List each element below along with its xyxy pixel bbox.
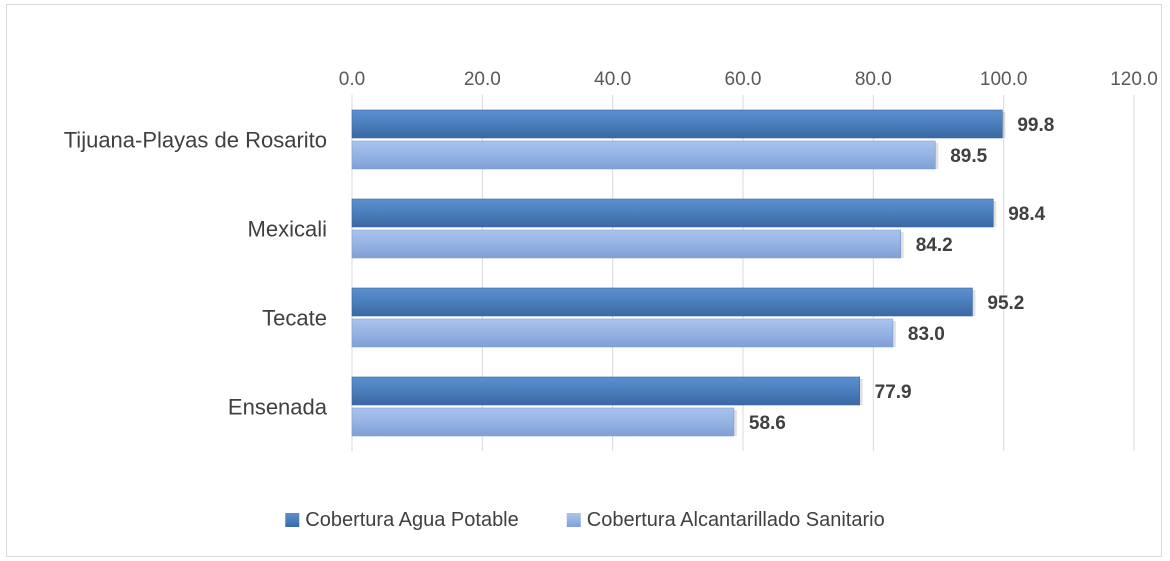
- x-tick-label: 120.0: [1110, 69, 1158, 90]
- data-label: 83.0: [908, 324, 945, 345]
- bar: [351, 229, 902, 259]
- bars: [351, 109, 1006, 437]
- legend: Cobertura Agua Potable Cobertura Alcantar…: [285, 509, 885, 531]
- chart-frame: 0.0 20.0 40.0 60.0 80.0 100.0 120.0 Tijuana-Pl…: [6, 4, 1162, 557]
- data-label: 84.2: [916, 235, 953, 256]
- bar: [351, 287, 973, 317]
- data-labels: 99.8 89.5 98.4 84.2 95.2 83.0 77.9 58.6: [749, 115, 1054, 434]
- x-axis-ticks: 0.0 20.0 40.0 60.0 80.0 100.0 120.0: [339, 69, 1158, 90]
- x-tick-label: 80.0: [855, 69, 892, 90]
- legend-entry: Cobertura Alcantarillado Sanitario: [587, 509, 885, 531]
- bar-shadow: [972, 290, 976, 316]
- chart-svg: 0.0 20.0 40.0 60.0 80.0 100.0 120.0 Tijuana-Pl…: [64, 69, 1158, 531]
- x-tick-label: 0.0: [339, 69, 365, 90]
- data-label: 98.4: [1008, 204, 1045, 225]
- bar: [351, 198, 994, 228]
- bar: [351, 140, 936, 170]
- bar: [351, 318, 894, 348]
- x-tick-label: 100.0: [980, 69, 1028, 90]
- bar: [351, 376, 860, 406]
- x-tick-label: 60.0: [725, 69, 762, 90]
- bar: [351, 109, 1003, 139]
- legend-swatch: [285, 513, 300, 527]
- category-labels: Tijuana-Playas de Rosarito Mexicali Tecate…: [64, 128, 328, 420]
- bar: [351, 407, 735, 437]
- bar-shadow: [935, 143, 939, 169]
- data-label: 89.5: [950, 146, 987, 167]
- legend-swatch: [566, 513, 581, 527]
- data-label: 77.9: [875, 382, 912, 403]
- bar-shadow: [900, 232, 904, 258]
- data-label: 95.2: [987, 293, 1024, 314]
- bar-shadow: [859, 379, 863, 405]
- bar-shadow: [993, 201, 997, 227]
- x-tick-label: 40.0: [594, 69, 631, 90]
- category-label: Ensenada: [228, 395, 328, 420]
- category-label: Tijuana-Playas de Rosarito: [64, 128, 327, 153]
- category-label: Tecate: [262, 306, 327, 331]
- data-label: 58.6: [749, 413, 786, 434]
- bar-shadow: [1002, 112, 1006, 138]
- bar-shadow: [733, 410, 737, 436]
- data-label: 99.8: [1017, 115, 1054, 136]
- bar-shadow: [892, 321, 896, 347]
- legend-entry: Cobertura Agua Potable: [305, 509, 519, 531]
- category-label: Mexicali: [248, 217, 327, 242]
- x-tick-label: 20.0: [464, 69, 501, 90]
